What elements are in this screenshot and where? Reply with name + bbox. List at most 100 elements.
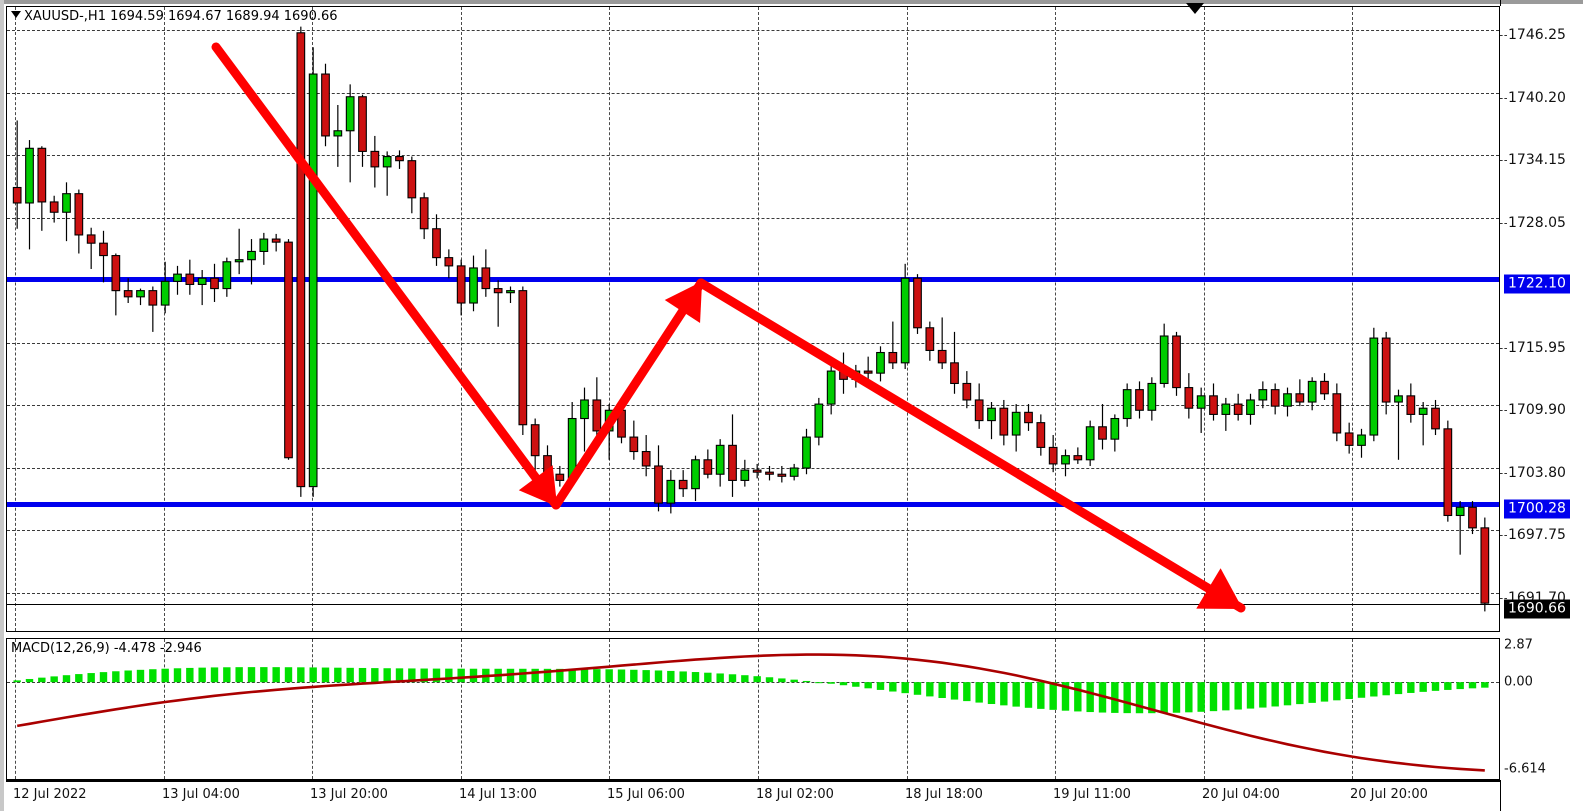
macd-histogram-bar (383, 668, 391, 683)
macd-histogram-bar (1061, 682, 1070, 711)
macd-histogram-bar (1320, 682, 1329, 702)
trend-arrowhead[interactable] (1196, 568, 1243, 610)
candle (518, 286, 528, 436)
price-tick-label: 1703.80 (1508, 465, 1566, 482)
time-tick-label: 13 Jul 20:00 (310, 787, 388, 802)
macd-histogram-bar (210, 667, 219, 683)
candle (925, 321, 935, 361)
trend-arrow-segment[interactable] (551, 278, 706, 510)
candle (1406, 383, 1416, 423)
horizontal-level-line[interactable] (7, 276, 1499, 282)
candle (1024, 404, 1033, 431)
price-tickmark (1500, 97, 1507, 99)
time-tick-label: 15 Jul 06:00 (607, 787, 685, 802)
candle (481, 249, 491, 297)
macd-histogram-bar (543, 668, 552, 683)
macd-indicator-pane[interactable]: MACD(12,26,9) -4.478 -2.946 (6, 638, 1500, 780)
candle (99, 230, 108, 283)
candle (1061, 449, 1070, 477)
candle (888, 321, 898, 370)
candle (814, 397, 824, 446)
price-scale[interactable]: 1746.25 1740.20 1734.15 1728.05 1722.10 1715.… (1500, 6, 1583, 780)
macd-histogram-bar (889, 682, 897, 692)
candle (1196, 387, 1206, 433)
candle (1221, 397, 1231, 431)
macd-histogram-bar (1123, 682, 1131, 714)
time-axis-line (6, 780, 1500, 782)
macd-histogram-bar (1209, 682, 1218, 712)
macd-histogram-bar (926, 682, 934, 697)
macd-histogram-bar (1086, 682, 1094, 713)
macd-histogram-bar (667, 670, 675, 683)
macd-tick-label: 2.87 (1504, 637, 1533, 653)
candle (765, 465, 774, 481)
macd-histogram-bar (716, 673, 724, 683)
macd-histogram-bar (420, 668, 428, 683)
candle (271, 233, 281, 252)
candle (321, 63, 330, 147)
candle (234, 228, 244, 275)
candle (333, 104, 343, 167)
macd-histogram-bar (630, 669, 638, 683)
candle (715, 439, 725, 487)
candle (1344, 422, 1354, 454)
macd-histogram-bar (1407, 682, 1415, 693)
symbol-ohlc-text: XAUUSD-,H1 1694.59 1694.67 1689.94 1690.… (24, 9, 338, 24)
macd-tick-label: -6.614 (1504, 761, 1546, 777)
macd-histogram-bar (272, 667, 280, 683)
trend-arrowhead[interactable] (518, 465, 558, 507)
macd-histogram-bar (568, 668, 576, 683)
trend-arrow-segment[interactable] (696, 278, 1246, 613)
candle (432, 214, 441, 266)
candle (308, 47, 318, 497)
candle (1357, 428, 1366, 458)
macd-histogram-bar (13, 680, 21, 683)
candle (345, 84, 355, 183)
candle (1209, 383, 1218, 421)
candle (1332, 383, 1342, 442)
candle (691, 455, 700, 502)
macd-histogram-bar (1468, 682, 1477, 689)
macd-histogram-bar (297, 667, 305, 683)
macd-histogram-bar (815, 682, 823, 684)
current-price-tag[interactable]: 1690.66 (1504, 599, 1570, 619)
triangle-down-icon[interactable] (11, 11, 21, 18)
level-price-tag[interactable]: 1700.28 (1504, 499, 1570, 519)
macd-histogram-bar (790, 679, 798, 683)
candle (1431, 399, 1440, 436)
macd-histogram-bar (802, 680, 811, 683)
macd-histogram-bar (112, 671, 120, 683)
macd-histogram-bar (235, 667, 243, 683)
price-tick-label: 1746.25 (1508, 27, 1566, 44)
candle (456, 259, 466, 316)
time-axis[interactable]: 12 Jul 2022 13 Jul 04:00 13 Jul 20:00 14 Ju… (6, 780, 1500, 811)
candle (1073, 447, 1083, 464)
macd-histogram-bar (753, 676, 761, 683)
macd-histogram-bar (1000, 682, 1008, 706)
candle (666, 470, 676, 514)
candle (1369, 327, 1379, 442)
candle (974, 383, 984, 429)
candle (1480, 517, 1490, 612)
trend-arrow-segment[interactable] (211, 42, 561, 510)
macd-histogram-bar (1308, 682, 1316, 703)
price-chart-pane[interactable]: XAUUSD-,H1 1694.59 1694.67 1689.94 1690.… (6, 6, 1500, 632)
macd-histogram-bar (1456, 682, 1464, 690)
trend-arrowhead[interactable] (664, 281, 703, 323)
candle (962, 371, 972, 409)
trendline-drawings[interactable] (7, 7, 1499, 631)
candle (444, 249, 454, 279)
macd-label: MACD(12,26,9) -4.478 -2.946 (11, 641, 202, 656)
macd-histogram-bar (531, 668, 539, 683)
horizontal-level-line[interactable] (7, 501, 1499, 507)
price-tick-label: 1715.95 (1508, 339, 1566, 356)
candle (1258, 381, 1268, 409)
level-price-tag[interactable]: 1722.10 (1504, 274, 1570, 294)
macd-histogram-bar (1024, 682, 1033, 708)
macd-histogram-bar (25, 678, 34, 683)
price-tickmark (1500, 35, 1507, 37)
macd-histogram-bar (1012, 682, 1020, 707)
macd-histogram-bar (173, 668, 182, 683)
macd-histogram-bar (50, 676, 58, 683)
